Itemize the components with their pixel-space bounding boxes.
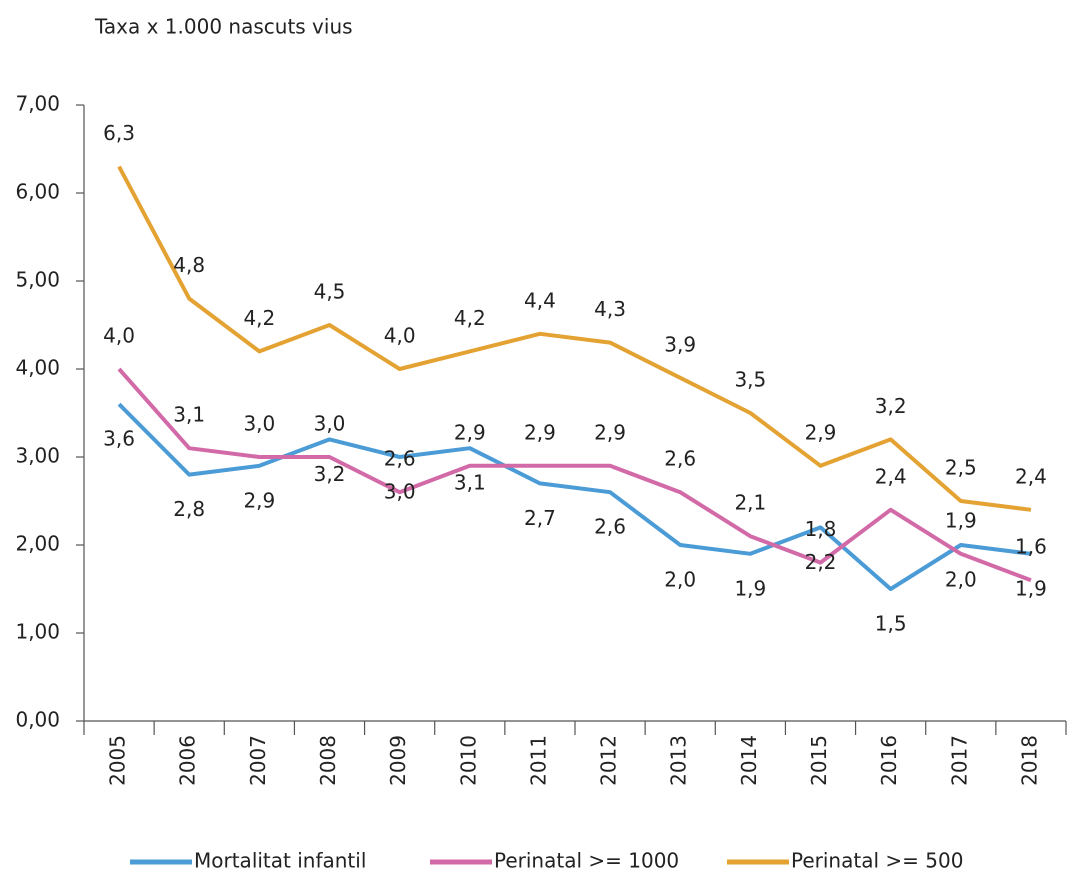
data-label: 2,4 — [1015, 464, 1047, 488]
x-tick-label: 2005 — [106, 735, 130, 786]
x-tick-label: 2009 — [386, 735, 410, 786]
data-label: 4,4 — [524, 288, 556, 312]
data-label: 2,9 — [454, 420, 486, 444]
data-label: 2,6 — [594, 515, 626, 539]
data-label: 3,1 — [454, 471, 486, 495]
data-label: 4,3 — [594, 297, 626, 321]
data-label: 3,1 — [173, 403, 205, 427]
data-label: 2,5 — [945, 456, 977, 480]
x-tick-label: 2010 — [456, 735, 480, 786]
y-tick-label: 0,00 — [15, 708, 60, 732]
y-tick-label: 7,00 — [15, 92, 60, 116]
x-tick-label: 2014 — [737, 735, 761, 786]
y-tick-label: 4,00 — [15, 356, 60, 380]
data-label: 2,0 — [664, 568, 696, 592]
data-label: 1,9 — [734, 576, 766, 600]
axis-title: Taxa x 1.000 nascuts vius — [94, 15, 353, 39]
x-tick-label: 2016 — [877, 735, 901, 786]
data-label: 1,6 — [1015, 535, 1047, 559]
series-line — [117, 165, 1032, 512]
data-label: 3,0 — [314, 412, 346, 436]
x-tick-label: 2006 — [176, 735, 200, 786]
x-tick-label: 2011 — [526, 735, 550, 786]
series-line — [117, 402, 1032, 591]
data-label: 4,2 — [243, 306, 275, 330]
data-label: 3,5 — [734, 368, 766, 392]
data-label: 6,3 — [103, 121, 135, 145]
legend-label: Mortalitat infantil — [194, 849, 366, 873]
data-label: 1,9 — [1015, 576, 1047, 600]
y-tick-label: 2,00 — [15, 532, 60, 556]
data-label: 3,2 — [314, 462, 346, 486]
y-tick-label: 1,00 — [15, 620, 60, 644]
x-tick-label: 2015 — [807, 735, 831, 786]
data-label: 2,9 — [243, 488, 275, 512]
x-tick-label: 2013 — [667, 735, 691, 786]
data-label: 2,4 — [875, 464, 907, 488]
data-label: 2,2 — [805, 550, 837, 574]
x-tick-label: 2018 — [1017, 735, 1041, 786]
data-label: 3,2 — [875, 394, 907, 418]
x-tick-label: 2017 — [947, 735, 971, 786]
data-label: 2,1 — [734, 491, 766, 515]
data-label: 3,6 — [103, 427, 135, 451]
y-tick-label: 6,00 — [15, 180, 60, 204]
data-label: 2,9 — [524, 420, 556, 444]
y-tick-label: 5,00 — [15, 268, 60, 292]
data-label: 1,5 — [875, 612, 907, 636]
data-label: 2,6 — [384, 447, 416, 471]
y-tick-label: 3,00 — [15, 444, 60, 468]
data-label: 2,6 — [664, 447, 696, 471]
data-label: 4,0 — [384, 324, 416, 348]
data-label: 2,8 — [173, 497, 205, 521]
legend-label: Perinatal >= 500 — [791, 849, 963, 873]
data-label: 1,9 — [945, 508, 977, 532]
data-label: 1,8 — [805, 517, 837, 541]
data-label: 4,0 — [103, 324, 135, 348]
data-label: 4,2 — [454, 306, 486, 330]
x-tick-label: 2012 — [597, 735, 621, 786]
x-tick-label: 2007 — [246, 735, 270, 786]
data-label: 2,0 — [945, 568, 977, 592]
x-tick-label: 2008 — [316, 735, 340, 786]
legend-label: Perinatal >= 1000 — [494, 849, 679, 873]
data-label: 3,0 — [243, 412, 275, 436]
data-label: 2,7 — [524, 506, 556, 530]
data-label: 2,9 — [594, 420, 626, 444]
series-line — [117, 367, 1032, 583]
data-label: 4,5 — [314, 280, 346, 304]
data-label: 2,9 — [805, 420, 837, 444]
data-label: 3,0 — [384, 480, 416, 504]
data-label: 3,9 — [664, 332, 696, 356]
data-label: 4,8 — [173, 253, 205, 277]
